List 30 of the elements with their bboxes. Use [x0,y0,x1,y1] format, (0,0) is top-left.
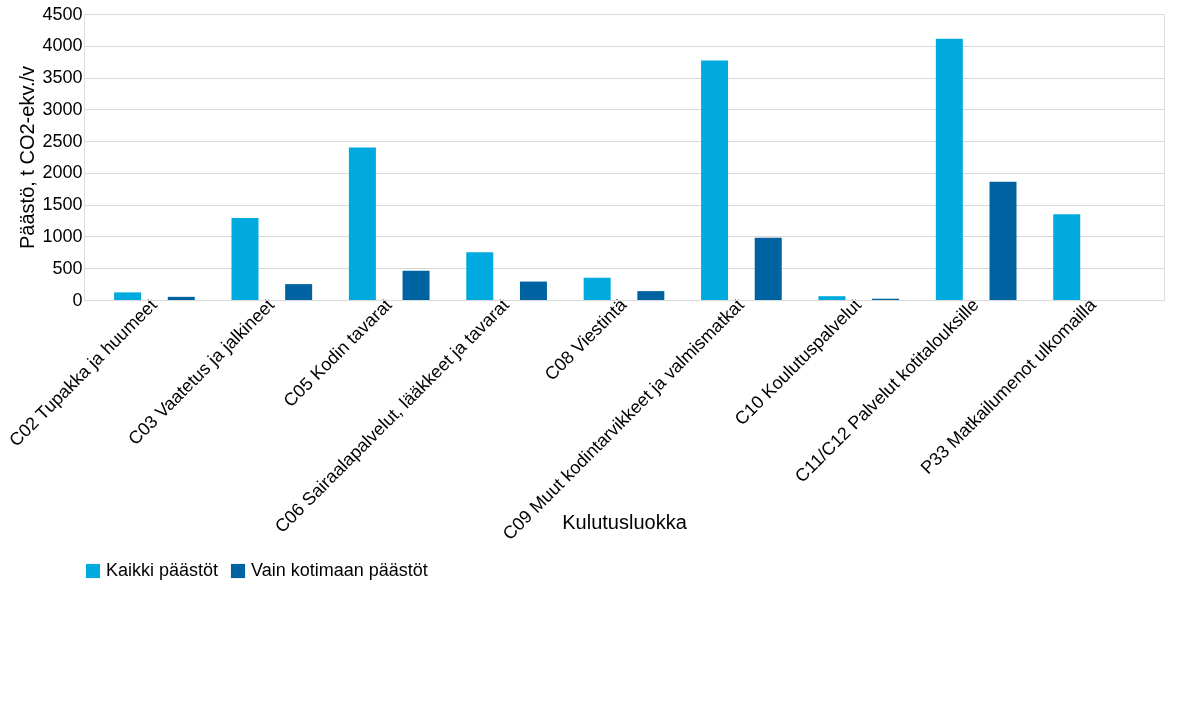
y-tick-label: 1000 [42,225,83,246]
y-axis-title: Päästö, t CO2-ekv./v [16,65,39,250]
bar [935,38,963,300]
bar [754,237,782,300]
y-tick-label: 3500 [42,67,83,88]
bar [701,60,729,300]
bar [583,277,611,300]
bar [348,147,376,300]
bar [989,181,1017,300]
bar [231,218,259,300]
x-axis-title: Kulutusluokka [562,510,688,533]
bar [114,292,142,300]
y-tick-label: 4500 [42,3,83,24]
y-tick-label: 2500 [42,130,83,151]
y-tick-label: 0 [72,289,83,310]
bar [285,284,313,300]
bar [818,296,846,300]
bar [519,281,547,300]
bar [402,270,430,300]
legend-label: Kaikki päästöt [106,560,219,580]
y-tick-label: 2000 [42,162,83,183]
legend-label: Vain kotimaan päästöt [251,560,428,580]
y-tick-label: 4000 [42,35,83,56]
bar [637,291,665,300]
bar [466,252,494,300]
bar [1053,214,1081,300]
y-tick-label: 3000 [42,98,83,119]
bar [167,296,195,300]
y-tick-label: 500 [52,257,83,278]
y-tick-label: 1500 [42,194,83,215]
